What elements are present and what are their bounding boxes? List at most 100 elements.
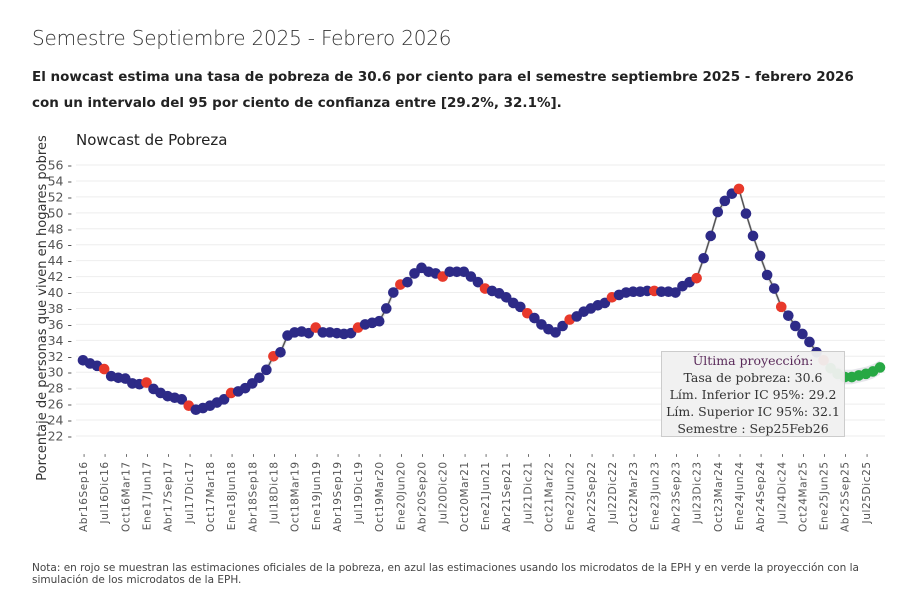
y-tick-label: 56 - bbox=[48, 158, 72, 173]
eph-estimate-point bbox=[261, 364, 272, 376]
x-tick-label: Oct20Mar21 - bbox=[459, 453, 471, 532]
nowcast-summary: El nowcast estima una tasa de pobreza de… bbox=[32, 69, 854, 111]
eph-estimate-point bbox=[557, 320, 568, 332]
eph-estimate-point bbox=[761, 269, 773, 281]
eph-estimate-point bbox=[797, 328, 808, 340]
eph-estimate-point bbox=[768, 283, 780, 294]
eph-estimate-point bbox=[747, 230, 759, 242]
eph-estimate-point bbox=[804, 336, 815, 348]
eph-estimate-point bbox=[380, 303, 392, 314]
x-tick-label: Jul25Dic25 - bbox=[861, 453, 873, 525]
y-tick-label: 40 - bbox=[48, 285, 72, 300]
x-tick-label: Jul21Dic21 - bbox=[522, 453, 534, 525]
x-tick-label: Abr16Sep16 - bbox=[78, 453, 90, 532]
x-tick-label: Jul22Dic22 - bbox=[607, 453, 619, 525]
x-tick-label: Abr20Sep20 - bbox=[417, 453, 429, 532]
x-tick-label: Ene19Jun19 - bbox=[311, 453, 323, 530]
eph-estimate-point bbox=[705, 230, 717, 242]
last-projection-tooltip: Última proyección: Tasa de pobreza: 30.6… bbox=[661, 351, 845, 437]
eph-estimate-point bbox=[698, 252, 709, 264]
x-tick-label: Abr24Sep24 - bbox=[755, 453, 767, 532]
official-estimate-point bbox=[141, 377, 152, 388]
footnote: Nota: en rojo se muestran las estimacion… bbox=[32, 562, 859, 586]
x-tick-label: Ene23Jun23 - bbox=[649, 453, 661, 530]
y-tick-label: 36 - bbox=[48, 317, 72, 332]
official-estimate-point bbox=[691, 272, 702, 284]
x-tick-label: Jul19Dic19 - bbox=[353, 453, 365, 525]
eph-estimate-point bbox=[514, 301, 526, 313]
tooltip-heading: Última proyección: bbox=[692, 353, 814, 368]
x-tick-label: Oct21Mar22 - bbox=[544, 453, 556, 532]
x-tick-label: Ene21Jun21 - bbox=[480, 453, 492, 530]
projection-point bbox=[874, 362, 886, 373]
x-tick-label: Oct17Mar18 - bbox=[205, 453, 217, 532]
y-tick-label: 34 - bbox=[48, 333, 72, 348]
official-estimate-point bbox=[775, 301, 787, 313]
x-tick-label: Oct23Mar24 - bbox=[713, 453, 725, 532]
eph-estimate-point bbox=[740, 208, 752, 219]
x-tick-label: Abr21Sep21 - bbox=[501, 453, 513, 532]
x-tick-label: Ene20Jun20 - bbox=[395, 453, 407, 530]
x-tick-label: Ene25Jun25 - bbox=[819, 453, 831, 530]
y-tick-label: 24 - bbox=[48, 413, 72, 428]
chart-title: Nowcast de Pobreza bbox=[76, 131, 227, 149]
x-tick-label: Oct24Mar25 - bbox=[797, 453, 809, 532]
y-tick-label: 42 - bbox=[48, 269, 72, 284]
x-tick-label: Oct22Mar23 - bbox=[628, 453, 640, 532]
official-estimate-point bbox=[733, 183, 745, 195]
tooltip-lower: Lím. Inferior IC 95%: 29.2 bbox=[669, 387, 837, 402]
poverty-nowcast-chart: Nowcast de Pobreza Porcentaje de persona… bbox=[35, 131, 886, 532]
eph-estimate-point bbox=[719, 195, 731, 207]
eph-estimate-point bbox=[176, 394, 188, 405]
x-tick-label: Ene17Jun17 - bbox=[141, 453, 153, 530]
y-tick-label: 32 - bbox=[48, 349, 72, 364]
y-tick-label: 38 - bbox=[48, 301, 72, 316]
y-tick-label: 52 - bbox=[48, 189, 72, 204]
eph-estimate-point bbox=[275, 347, 286, 358]
x-tick-label: Abr18Sep18 - bbox=[247, 453, 259, 532]
x-tick-label: Abr19Sep19 - bbox=[332, 453, 344, 532]
y-tick-label: 28 - bbox=[48, 381, 72, 396]
y-tick-label: 30 - bbox=[48, 365, 72, 380]
eph-estimate-point bbox=[550, 327, 561, 338]
eph-estimate-point bbox=[254, 372, 265, 384]
eph-estimate-point bbox=[373, 315, 385, 327]
x-tick-label: Oct16Mar17 - bbox=[120, 453, 132, 532]
eph-estimate-point bbox=[783, 310, 794, 321]
x-tick-label: Jul20Dic20 - bbox=[438, 453, 450, 525]
x-tick-label: Jul18Dic18 - bbox=[268, 453, 280, 525]
eph-estimate-point bbox=[529, 312, 540, 324]
page-title: Semestre Septiembre 2025 - Febrero 2026 bbox=[32, 26, 452, 50]
y-tick-label: 48 - bbox=[48, 221, 72, 236]
x-tick-label: Jul24Dic24 - bbox=[776, 453, 788, 525]
y-tick-label: 54 - bbox=[48, 173, 72, 188]
y-axis-label: Porcentaje de personas que viven en hoga… bbox=[35, 135, 50, 481]
x-tick-label: Oct19Mar20 - bbox=[374, 453, 386, 532]
x-tick-label: Ene18Jun18 - bbox=[226, 453, 238, 530]
x-tick-label: Jul16Dic16 - bbox=[99, 453, 111, 525]
x-tick-label: Abr25Sep25 - bbox=[840, 453, 852, 532]
tooltip-semester: Semestre : Sep25Feb26 bbox=[677, 421, 829, 436]
tooltip-rate: Tasa de pobreza: 30.6 bbox=[683, 370, 823, 385]
y-tick-label: 44 - bbox=[48, 253, 72, 268]
x-tick-label: Ene22Jun22 - bbox=[565, 453, 577, 530]
y-tick-label: 26 - bbox=[48, 397, 72, 412]
official-estimate-point bbox=[98, 363, 110, 375]
y-tick-label: 22 - bbox=[48, 429, 72, 444]
eph-estimate-point bbox=[388, 287, 399, 298]
eph-estimate-point bbox=[218, 394, 230, 405]
x-tick-label: Oct18Mar19 - bbox=[290, 453, 302, 532]
x-tick-label: Ene24Jun24 - bbox=[734, 453, 746, 530]
eph-estimate-point bbox=[790, 320, 801, 332]
tooltip-upper: Lím. Superior IC 95%: 32.1 bbox=[666, 404, 840, 419]
x-tick-label: Jul17Dic17 - bbox=[184, 453, 196, 525]
y-tick-label: 50 - bbox=[48, 205, 72, 220]
x-tick-label: Abr23Sep23 - bbox=[670, 453, 682, 532]
eph-estimate-point bbox=[754, 250, 766, 262]
eph-estimate-point bbox=[472, 276, 484, 288]
x-tick-label: Jul23Dic23 - bbox=[692, 453, 704, 525]
x-tick-label: Abr17Sep17 - bbox=[163, 453, 175, 532]
eph-estimate-point bbox=[670, 287, 681, 298]
x-tick-label: Abr22Sep22 - bbox=[586, 453, 598, 532]
y-tick-label: 46 - bbox=[48, 237, 72, 252]
